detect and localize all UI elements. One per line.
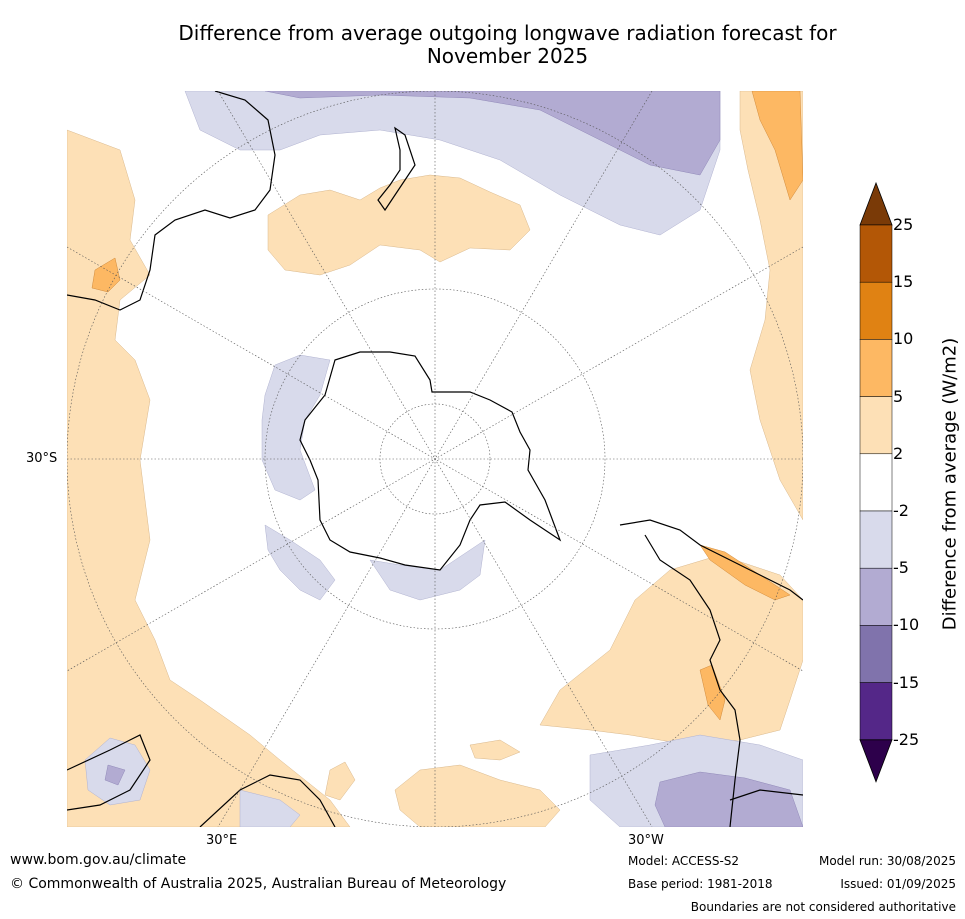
base-period-text: Base period: 1981-2018	[628, 877, 773, 891]
issued-text: Issued: 01/09/2025	[840, 877, 956, 891]
colorbar-tick-label: -5	[893, 558, 909, 578]
colorbar-segment	[859, 281, 893, 340]
colorbar-tick-label: 15	[893, 272, 914, 292]
title-line-1: Difference from average outgoing longwav…	[178, 21, 837, 45]
colorbar-segment	[859, 453, 893, 512]
south-america-coastline	[619, 519, 803, 827]
africa-coastline	[67, 734, 336, 827]
disclaimer-text: Boundaries are not considered authoritat…	[690, 900, 956, 914]
colorbar-segment	[859, 625, 893, 683]
colorbar-segment	[859, 567, 893, 626]
colorbar-segment	[859, 224, 893, 283]
map-canvas	[67, 91, 803, 827]
colorbar-tick-label: -15	[893, 672, 920, 692]
title-line-2: November 2025	[426, 44, 589, 68]
longitude-label-30e: 30°E	[206, 833, 238, 848]
moderate-negative-areas	[104, 91, 803, 827]
coastlines	[67, 91, 803, 827]
copyright-text: © Commonwealth of Australia 2025, Austra…	[10, 876, 507, 892]
moderate-positive-areas	[91, 91, 803, 721]
colorbar-segment	[859, 682, 893, 741]
colorbar-title: Difference from average (W/m2)	[939, 337, 961, 631]
antarctica-coastline	[299, 351, 562, 571]
australia-coastline	[67, 91, 276, 311]
colorbar-tick-label: -2	[893, 501, 909, 520]
colorbar-tick-label: -10	[893, 615, 920, 635]
graticule	[67, 91, 803, 827]
model-text: Model: ACCESS-S2	[628, 854, 740, 868]
longitude-label-30w: 30°W	[628, 833, 664, 848]
south-america-tip-coastline	[729, 789, 803, 801]
colorbar-segment	[859, 396, 893, 455]
colorbar-tick-label: 2	[893, 443, 904, 463]
model-run-text: Model run: 30/08/2025	[818, 854, 956, 868]
colorbar-extend-max	[859, 181, 893, 226]
website-link[interactable]: www.bom.gov.au/climate	[10, 852, 187, 868]
colorbar	[859, 181, 893, 783]
colorbar-tick-label: 10	[893, 329, 914, 349]
chart-title: Difference from average outgoing longwav…	[60, 22, 955, 68]
colorbar-extend-min	[859, 739, 893, 783]
positive-anomaly-areas	[67, 91, 803, 827]
latitude-label: 30°S	[26, 451, 58, 466]
colorbar-tick-label: 5	[893, 386, 904, 406]
colorbar-segment	[859, 339, 893, 397]
colorbar-segment	[859, 510, 893, 569]
colorbar-tick-label: -25	[893, 729, 920, 749]
new-zealand-coastline	[377, 126, 416, 212]
colorbar-tick-label: 25	[893, 215, 914, 234]
